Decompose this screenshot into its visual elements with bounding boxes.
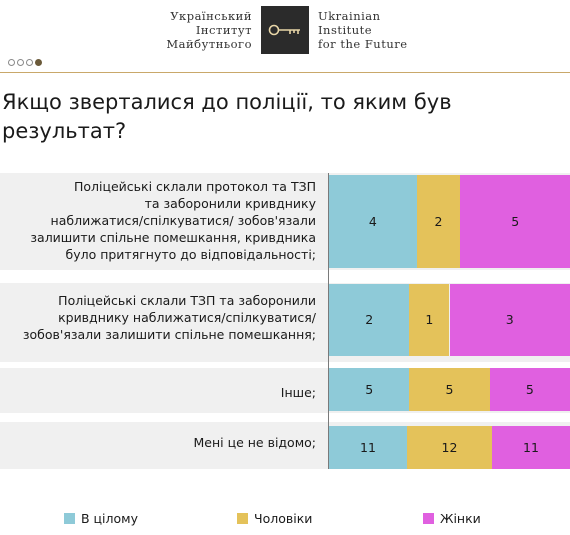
pagination-dot[interactable] [8,59,15,66]
bar-segment [329,284,410,356]
bar-segment [489,368,570,411]
bar-segment [460,175,570,268]
key-icon [261,6,309,54]
logo-line: for the Future [318,37,408,51]
legend-item-men: Чоловіки [237,511,312,526]
category-label-line: Мені це не відомо; [193,435,316,450]
page-title: Якщо зверталися до поліції, то яким був … [2,90,452,143]
data-label: 3 [505,312,514,327]
bar-segment [329,368,410,411]
bar-segment [406,426,493,469]
y-axis-line [328,173,329,469]
category-label: Поліцейські склали протокол та ТЗП та заб… [0,178,316,263]
bar-segment [329,426,407,469]
logo-line: Майбутнього [166,37,252,51]
category-label-line: наближатися/спілкуватися/ зобов'язали [50,213,316,228]
data-label: 5 [445,381,454,397]
data-label: 11 [523,439,539,455]
logo-line: Інститут [195,23,252,37]
bar-segment [409,284,450,356]
legend-swatch [237,513,248,524]
category-label-line: Поліцейські склали протокол та ТЗП [73,179,316,194]
legend-swatch [423,513,434,524]
data-label: 2 [365,312,374,327]
logo-line: Український [170,9,252,23]
data-label: 2 [434,213,443,229]
data-label: 4 [368,213,377,229]
category-label-line: Поліцейські склали ТЗП та заборонили [58,293,316,308]
legend-label: Чоловіки [254,511,313,526]
data-label: 11 [360,439,376,455]
legend-item-women: Жінки [423,511,481,526]
bar-segment [416,175,461,268]
logo-line: Institute [318,23,373,37]
bar-segment [492,426,570,469]
logo-line: Ukrainian [318,9,381,23]
legend-label: Жінки [440,511,481,526]
pagination-dot[interactable] [17,59,24,66]
data-label: 5 [511,213,520,229]
logo-text-english: Ukrainian Institute for the Future [318,9,408,51]
category-label-line: зобов'язали залишити спільне помешкання; [22,327,316,342]
category-label-line: та заборонили кривднику [144,196,316,211]
legend-swatch [64,513,75,524]
category-label: Мені це не відомо; [0,434,316,451]
logo-text-ukrainian: Український Інститут Майбутнього [166,9,252,51]
data-label: 12 [441,439,458,455]
data-label: 1 [425,312,434,327]
pagination-dot-active[interactable] [35,59,42,66]
pagination-dot[interactable] [26,59,33,66]
bar-segment [329,175,417,268]
data-label: 5 [525,381,534,397]
category-label-line: Інше; [280,385,316,400]
category-label-line: було притягнуто до відповідальності; [65,247,316,262]
category-label-line: кривднику наближатися/спілкуватися/ [58,310,316,325]
bar-segment [409,368,490,411]
legend-item-overall: В цілому [64,511,138,526]
category-label: Поліцейські склали ТЗП та заборонили крив… [0,292,316,343]
bar-segment [449,284,570,356]
header-divider [0,72,570,73]
category-label: Інше; [0,384,316,401]
legend-label: В цілому [81,511,138,526]
category-label-line: залишити спільне помешкання, кривдника [30,230,316,245]
data-label: 5 [365,381,374,397]
pagination-dots [8,59,42,66]
